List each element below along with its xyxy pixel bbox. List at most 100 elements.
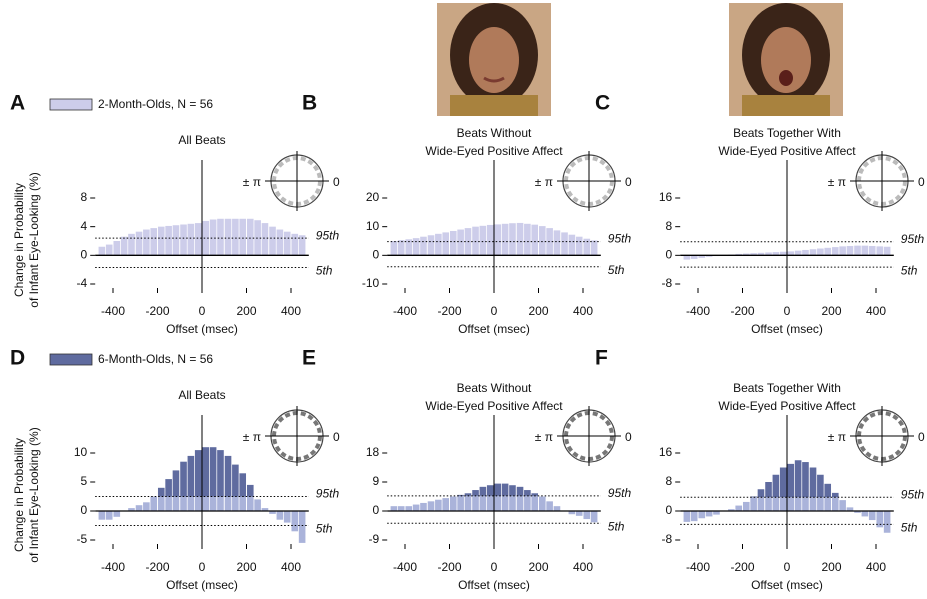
- panel: D All Beats 6-Month-Olds, N = 56 Change in …: [10, 347, 340, 593]
- bar: [202, 220, 210, 256]
- bar: [809, 249, 817, 256]
- panel-letter: B: [302, 92, 317, 115]
- bar: [868, 511, 876, 521]
- x-tick-label: 200: [821, 304, 841, 318]
- x-axis-label: Offset (msec): [458, 322, 530, 336]
- bar: [817, 497, 824, 511]
- legend-label: 2-Month-Olds, N = 56: [98, 97, 213, 111]
- bar: [479, 225, 487, 256]
- panel: F Beats Together With Wide-Eyed Positive A…: [595, 347, 925, 593]
- x-tick-label: 0: [784, 304, 791, 318]
- bar: [713, 511, 720, 515]
- bar: [246, 218, 254, 256]
- bar: [298, 511, 306, 543]
- bar: [876, 511, 884, 528]
- percentile-label: 95th: [901, 232, 925, 246]
- bar: [217, 218, 224, 256]
- bar: [501, 495, 509, 511]
- bar: [846, 246, 854, 256]
- bar: [427, 501, 435, 511]
- bar: [457, 495, 464, 511]
- bar: [435, 233, 442, 256]
- x-tick-label: 0: [199, 304, 206, 318]
- bar: [420, 236, 427, 256]
- bar-significant: [757, 489, 765, 498]
- bar-significant: [501, 483, 509, 496]
- bar: [802, 249, 809, 256]
- phase-label: 0: [625, 175, 632, 189]
- percentile-label: 5th: [901, 521, 918, 535]
- y-tick-label: 0: [81, 248, 88, 262]
- panel-title: Beats Together With: [733, 126, 841, 140]
- bar: [390, 506, 398, 511]
- bar: [876, 246, 884, 256]
- phase-label: ± π: [828, 430, 846, 444]
- bar: [479, 495, 487, 511]
- bar: [150, 228, 158, 256]
- x-tick-label: -400: [101, 560, 125, 574]
- bar: [165, 225, 172, 256]
- bar: [261, 508, 269, 511]
- photo-neutral: [437, 3, 551, 116]
- percentile-label: 95th: [901, 487, 925, 501]
- bar-significant: [787, 463, 795, 498]
- bar-significant: [802, 462, 809, 498]
- y-tick-label: -8: [662, 276, 673, 290]
- panel-title: Wide-Eyed Positive Affect: [718, 399, 856, 413]
- percentile-label: 5th: [608, 519, 625, 533]
- bar: [269, 511, 276, 514]
- bar-significant: [509, 485, 516, 496]
- bar: [472, 495, 479, 511]
- bar: [105, 244, 113, 256]
- bar: [802, 497, 809, 511]
- bar: [486, 224, 494, 256]
- bar-significant: [765, 482, 772, 498]
- panel: A All Beats 2-Month-Olds, N = 56 Change in …: [10, 92, 340, 337]
- bar: [239, 496, 247, 511]
- x-tick-label: 400: [866, 560, 886, 574]
- panel: B Beats Without Wide-Eyed Positive Affect -…: [302, 92, 632, 337]
- bar: [583, 511, 591, 520]
- x-tick-label: -400: [686, 560, 710, 574]
- bar: [575, 236, 583, 256]
- bar: [224, 218, 232, 256]
- bar: [742, 253, 750, 256]
- x-tick-label: 0: [784, 560, 791, 574]
- bar-significant: [831, 492, 839, 498]
- bar: [435, 499, 442, 511]
- x-tick-label: 200: [236, 560, 256, 574]
- phase-label: ± π: [535, 430, 553, 444]
- y-tick-label: -5: [77, 532, 88, 546]
- bar: [839, 500, 846, 511]
- panel-title: All Beats: [178, 133, 225, 147]
- x-tick-label: -400: [393, 304, 417, 318]
- bar-significant: [157, 487, 165, 497]
- x-tick-label: -200: [145, 560, 169, 574]
- y-axis-label: Change in Probability: [12, 183, 26, 297]
- bar-significant: [187, 455, 195, 497]
- bar-significant: [531, 493, 539, 496]
- phase-label: ± π: [243, 175, 261, 189]
- x-tick-label: 0: [199, 560, 206, 574]
- bar: [772, 252, 780, 256]
- bar: [209, 219, 217, 256]
- bar: [298, 235, 306, 256]
- bar: [150, 496, 158, 511]
- percentile-label: 95th: [316, 228, 340, 242]
- bar: [254, 499, 261, 511]
- bar-significant: [209, 447, 217, 497]
- panel-title: All Beats: [178, 388, 225, 402]
- bar: [291, 233, 299, 256]
- bar: [217, 496, 224, 511]
- bar: [590, 240, 598, 256]
- bar: [750, 253, 757, 256]
- bar: [165, 496, 172, 511]
- x-tick-label: 200: [528, 560, 548, 574]
- bar: [787, 251, 795, 256]
- bar-significant: [464, 493, 472, 496]
- bar: [538, 226, 546, 256]
- y-tick-label: 0: [666, 503, 673, 517]
- bar: [172, 496, 180, 511]
- bar: [698, 511, 706, 519]
- x-tick-label: 200: [528, 304, 548, 318]
